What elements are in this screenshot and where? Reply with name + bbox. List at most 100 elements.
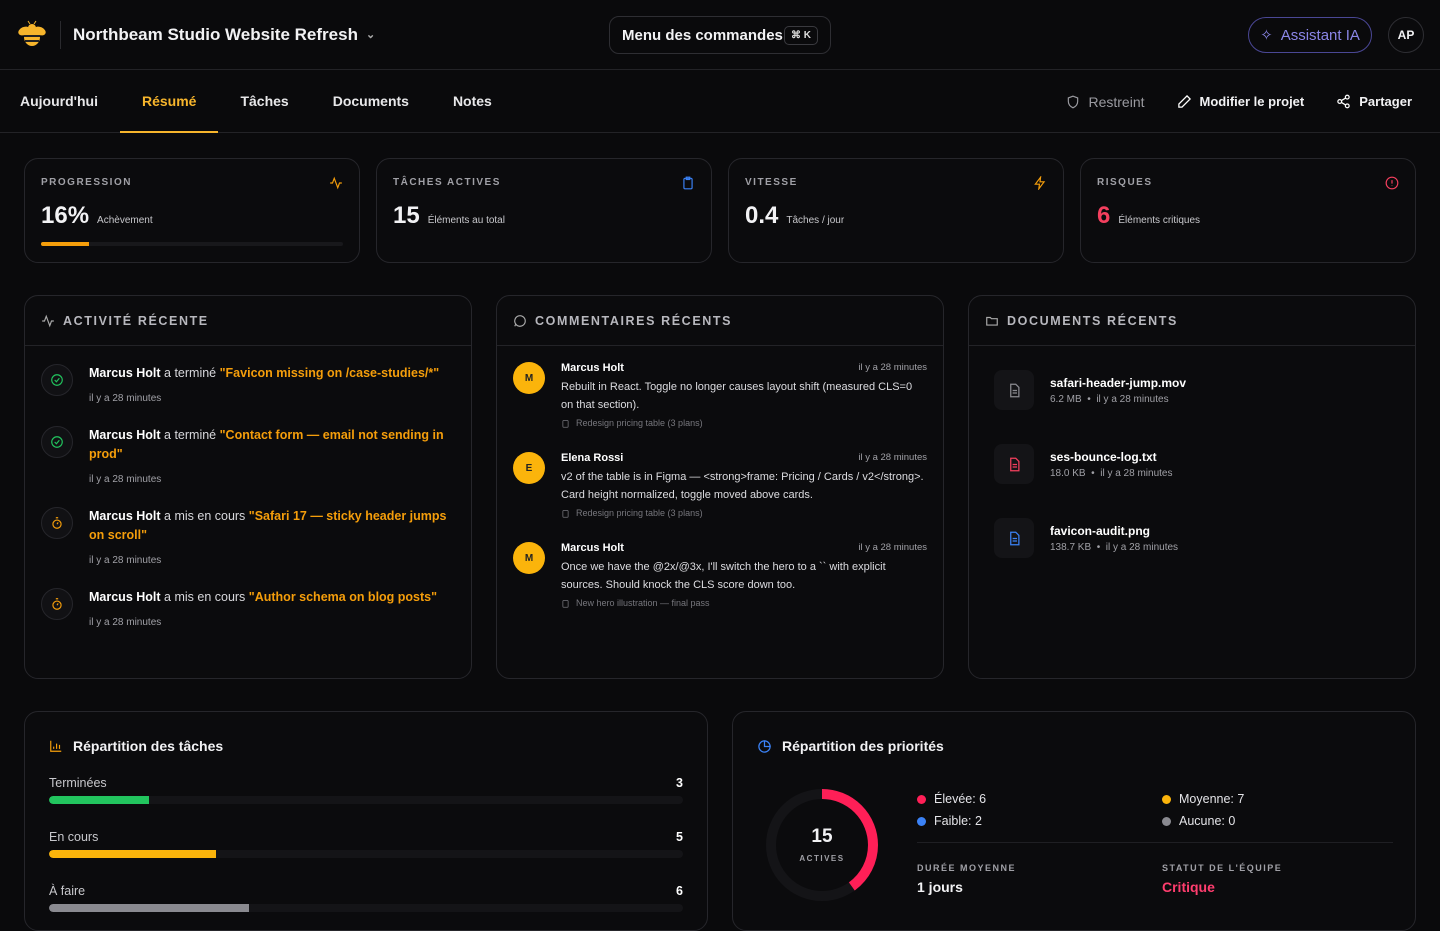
team-status-label: STATUT DE L'ÉQUIPE bbox=[1162, 863, 1283, 873]
panel-title: DOCUMENTS RÉCENTS bbox=[1007, 313, 1178, 328]
project-title: Northbeam Studio Website Refresh bbox=[73, 24, 358, 44]
stat-card-risks: RISQUES 6 Éléments critiques bbox=[1080, 158, 1416, 263]
lightning-icon bbox=[1034, 176, 1046, 190]
bee-logo-icon[interactable] bbox=[16, 19, 48, 51]
command-menu-button[interactable]: Menu des commandes ⌘ K bbox=[609, 16, 831, 54]
donut-total: 15 bbox=[811, 826, 833, 847]
document-name: favicon-audit.png bbox=[1050, 523, 1150, 538]
clipboard-icon bbox=[562, 509, 569, 518]
stat-value: 16% bbox=[41, 202, 90, 229]
tab-summary[interactable]: Résumé bbox=[119, 70, 219, 133]
document-name: ses-bounce-log.txt bbox=[1050, 449, 1157, 464]
stat-label: TÂCHES ACTIVES bbox=[393, 177, 501, 188]
comment-task-link[interactable]: Redesign pricing table (3 plans) bbox=[576, 418, 703, 428]
activity-task-link[interactable]: "Author schema on blog posts" bbox=[248, 590, 438, 604]
file-text-icon bbox=[994, 444, 1034, 484]
tab-documents[interactable]: Documents bbox=[332, 93, 409, 109]
activity-item[interactable]: Marcus Holt a mis en cours "Author schem… bbox=[25, 588, 471, 628]
comment-text: v2 of the table is in Figma — <strong>fr… bbox=[561, 471, 924, 501]
file-text-icon bbox=[994, 370, 1034, 410]
document-size: 6.2 MB bbox=[1050, 393, 1082, 405]
document-item[interactable]: ses-bounce-log.txt 18.0 KB • il y a 28 mi… bbox=[969, 444, 1415, 484]
legend-label: Aucune: 0 bbox=[1179, 814, 1236, 828]
stat-sub: Tâches / jour bbox=[786, 215, 845, 226]
task-status-row: En cours 5 bbox=[25, 830, 707, 858]
restricted-label: Restreint bbox=[1088, 93, 1145, 110]
comment-item[interactable]: E Elena Rossi il y a 28 minutes v2 of the t… bbox=[497, 452, 943, 518]
comment-author: Marcus Holt bbox=[561, 362, 624, 374]
task-status-row: Terminées 3 bbox=[25, 776, 707, 804]
stat-value: 15 bbox=[393, 202, 420, 229]
document-item[interactable]: safari-header-jump.mov 6.2 MB • il y a 28… bbox=[969, 370, 1415, 410]
status-count: 6 bbox=[676, 884, 683, 898]
user-avatar[interactable]: AP bbox=[1388, 17, 1424, 53]
comment-icon bbox=[514, 314, 526, 327]
shortcut-badge: ⌘ K bbox=[784, 25, 818, 45]
comment-avatar: M bbox=[513, 542, 545, 574]
activity-item[interactable]: Marcus Holt a terminé "Contact form — em… bbox=[25, 426, 471, 485]
restricted-badge[interactable]: Restreint bbox=[1066, 93, 1145, 110]
activity-time: il y a 28 minutes bbox=[89, 393, 162, 404]
comment-time: il y a 28 minutes bbox=[858, 362, 927, 373]
comment-avatar: E bbox=[513, 452, 545, 484]
pencil-icon bbox=[1177, 94, 1191, 108]
status-bar bbox=[49, 850, 683, 858]
stat-label: PROGRESSION bbox=[41, 177, 132, 188]
activity-user: Marcus Holt bbox=[89, 428, 161, 442]
activity-user: Marcus Holt bbox=[89, 366, 161, 380]
task-breakdown-panel: Répartition des tâches Terminées 3 En cour… bbox=[24, 711, 708, 931]
project-switcher[interactable]: Northbeam Studio Website Refresh ⌄ bbox=[73, 25, 375, 45]
panel-title: COMMENTAIRES RÉCENTS bbox=[535, 313, 733, 328]
activity-verb: a mis en cours bbox=[164, 509, 246, 523]
status-bar bbox=[49, 904, 683, 912]
activity-item[interactable]: Marcus Holt a mis en cours "Safari 17 — … bbox=[25, 507, 471, 566]
comment-item[interactable]: M Marcus Holt il y a 28 minutes Once we hav… bbox=[497, 542, 943, 608]
check-circle-icon bbox=[41, 426, 73, 458]
document-item[interactable]: favicon-audit.png 138.7 KB • il y a 28 mi… bbox=[969, 518, 1415, 558]
tab-today[interactable]: Aujourd'hui bbox=[20, 93, 98, 109]
legend-dot bbox=[1162, 816, 1171, 826]
alert-circle-icon bbox=[1385, 176, 1399, 190]
edit-project-button[interactable]: Modifier le projet bbox=[1177, 94, 1304, 109]
share-button[interactable]: Partager bbox=[1336, 94, 1412, 109]
tab-notes[interactable]: Notes bbox=[452, 93, 492, 109]
avg-duration-label: DURÉE MOYENNE bbox=[917, 863, 1017, 873]
legend-dot bbox=[917, 794, 926, 804]
tab-bar: Aujourd'hui Résumé Tâches Documents Note… bbox=[0, 70, 1440, 133]
status-count: 3 bbox=[676, 776, 683, 790]
comment-task-link[interactable]: New hero illustration — final pass bbox=[576, 598, 710, 608]
stat-label: VITESSE bbox=[745, 177, 798, 188]
share-label: Partager bbox=[1359, 94, 1412, 109]
share-icon bbox=[1337, 94, 1350, 109]
activity-task-link[interactable]: "Contact form — email not sending in pro… bbox=[89, 428, 444, 461]
activity-task-link[interactable]: "Safari 17 — sticky header jumps on scro… bbox=[89, 509, 447, 542]
comment-item[interactable]: M Marcus Holt il y a 28 minutes Rebuilt in … bbox=[497, 362, 943, 428]
legend-dot bbox=[917, 816, 926, 826]
bar-chart-icon bbox=[50, 740, 62, 752]
priority-legend-item: Élevée: 6 bbox=[917, 792, 1162, 806]
comment-avatar: M bbox=[513, 362, 545, 394]
activity-icon bbox=[330, 176, 342, 190]
document-size: 18.0 KB bbox=[1050, 467, 1086, 479]
comment-text: Rebuilt in React. Toggle no longer cause… bbox=[561, 381, 913, 411]
activity-item[interactable]: Marcus Holt a terminé "Favicon missing o… bbox=[25, 364, 471, 404]
comment-task-link[interactable]: Redesign pricing table (3 plans) bbox=[576, 508, 703, 518]
check-circle-icon bbox=[41, 364, 73, 396]
priority-ring-high bbox=[766, 789, 878, 901]
activity-time: il y a 28 minutes bbox=[89, 474, 162, 485]
comment-author: Marcus Holt bbox=[561, 542, 624, 554]
stat-sub: Éléments au total bbox=[427, 215, 505, 226]
recent-comments-panel: COMMENTAIRES RÉCENTS M Marcus Holt il y a … bbox=[496, 295, 944, 679]
team-status-value: Critique bbox=[1162, 879, 1215, 895]
tab-tasks[interactable]: Tâches bbox=[240, 93, 289, 109]
stat-label: RISQUES bbox=[1097, 177, 1153, 188]
ai-assistant-button[interactable]: ✧ Assistant IA bbox=[1248, 17, 1372, 53]
activity-task-link[interactable]: "Favicon missing on /case-studies/*" bbox=[219, 366, 440, 380]
activity-verb: a mis en cours bbox=[164, 590, 246, 604]
clipboard-icon bbox=[562, 419, 569, 428]
panel-title: Répartition des tâches bbox=[73, 738, 224, 754]
activity-verb: a terminé bbox=[164, 366, 217, 380]
priority-donut: 15 ACTIVES bbox=[765, 788, 879, 902]
top-bar: Northbeam Studio Website Refresh ⌄ Menu d… bbox=[0, 0, 1440, 70]
priority-legend-item: Aucune: 0 bbox=[1162, 814, 1393, 828]
